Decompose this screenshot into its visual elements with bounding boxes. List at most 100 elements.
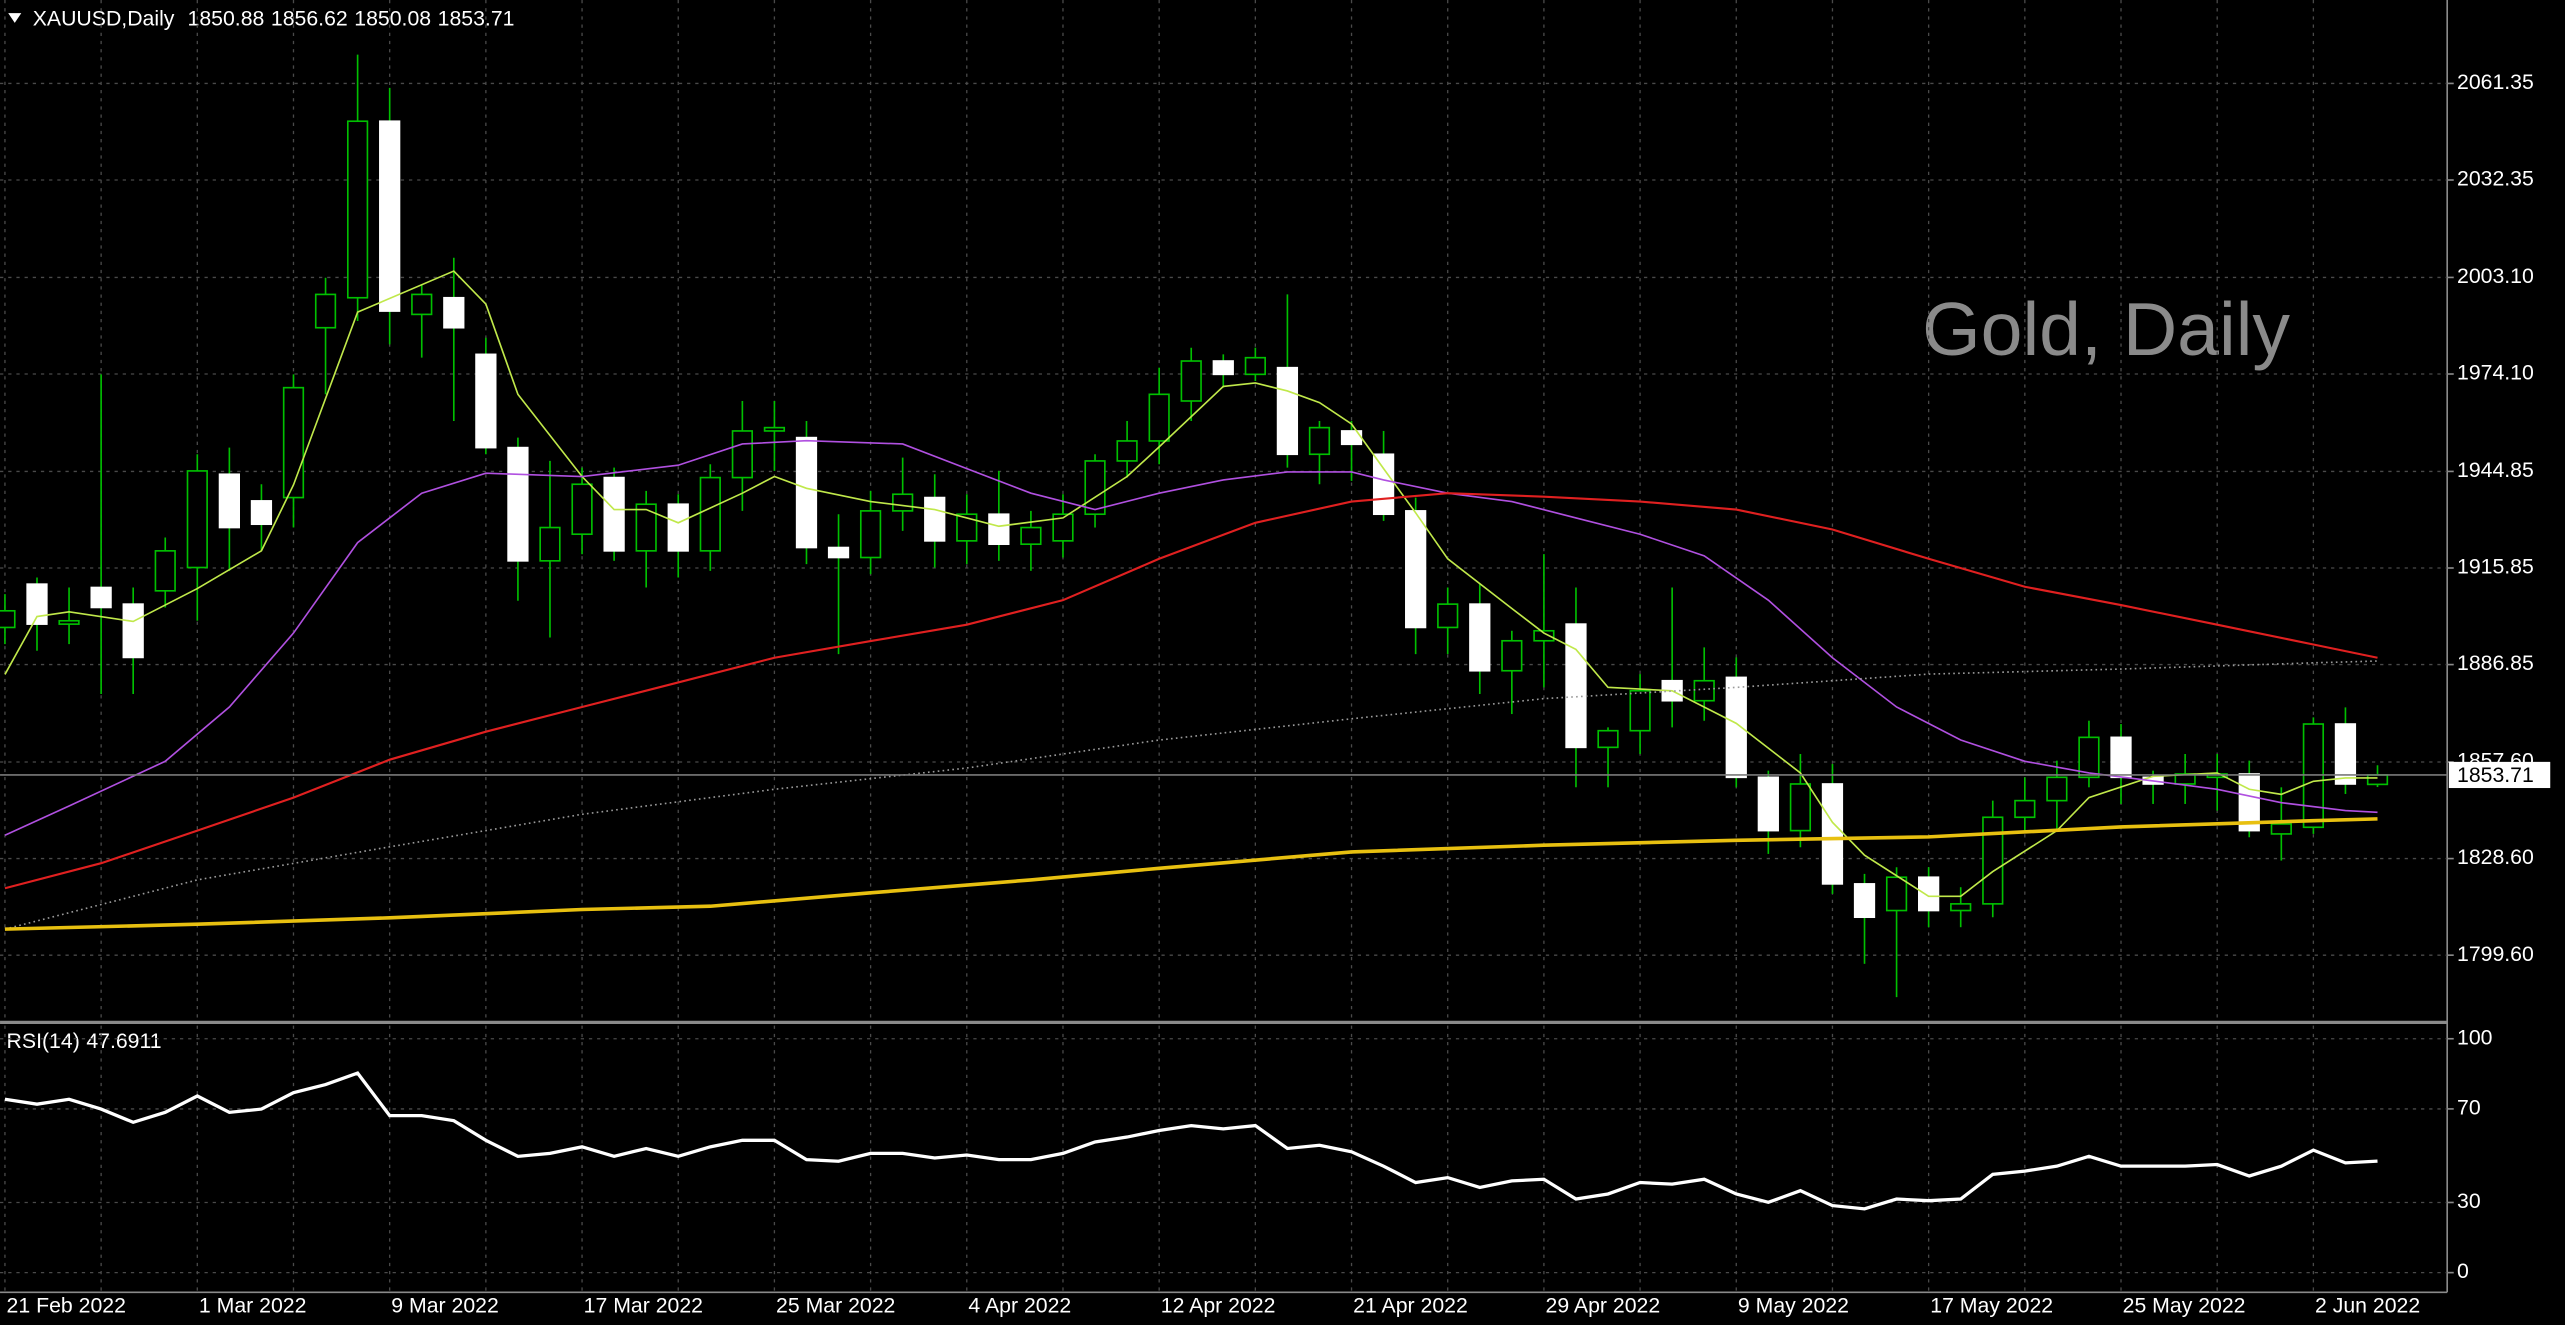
bull-body: [2046, 776, 2068, 802]
bear-body: [1405, 510, 1427, 629]
bear-body: [988, 513, 1010, 546]
current-price-box: [2448, 761, 2551, 789]
bull-body: [892, 493, 914, 512]
x-tick-label: 1 Mar 2022: [199, 1294, 306, 1318]
bear-body: [2110, 736, 2132, 779]
rsi-line: [4, 1071, 2378, 1211]
bull-body: [186, 470, 208, 569]
bear-body: [122, 603, 144, 659]
high-value: 1856.62: [271, 6, 348, 30]
bear-body: [1853, 883, 1876, 919]
bull-body: [635, 503, 657, 552]
bull-body: [1501, 639, 1523, 672]
y-tick-label: 2061.35: [2457, 70, 2534, 94]
y-tick-label: 1944.85: [2457, 458, 2534, 482]
bull-body: [314, 293, 337, 329]
collapse-arrow[interactable]: [8, 13, 22, 23]
moving-average: [4, 270, 2378, 898]
bear-body: [507, 446, 529, 562]
bear-body: [218, 473, 241, 529]
bull-body: [1308, 426, 1331, 456]
bull-body: [859, 510, 882, 559]
bull-body: [1789, 783, 1812, 832]
bull-body: [0, 609, 16, 629]
y-tick-label: 30: [2457, 1189, 2481, 1213]
y-tick-label: 0: [2457, 1259, 2469, 1283]
moving-average: [4, 439, 2378, 836]
open-value: 1850.88: [188, 6, 265, 30]
bull-body: [154, 550, 176, 592]
x-tick-label: 17 May 2022: [1930, 1294, 2053, 1318]
moving-average: [4, 492, 2378, 890]
bull-body: [699, 476, 721, 552]
bull-body: [411, 293, 433, 316]
x-tick-label: 9 Mar 2022: [391, 1294, 499, 1318]
bull-body: [1693, 679, 1715, 702]
bull-body: [731, 430, 753, 479]
bear-body: [1565, 623, 1587, 749]
bear-body: [1918, 876, 1940, 912]
bear-body: [1725, 676, 1747, 779]
x-tick-label: 17 Mar 2022: [584, 1294, 703, 1318]
y-tick-label: 2003.10: [2457, 264, 2534, 288]
bear-body: [667, 503, 689, 552]
bull-body: [539, 526, 561, 562]
y-tick-label: 70: [2457, 1096, 2481, 1120]
bear-body: [1212, 360, 1234, 376]
y-tick-label: 1828.60: [2457, 845, 2534, 869]
moving-average: [4, 817, 2378, 931]
bull-body: [2366, 774, 2389, 786]
x-tick-label: 9 May 2022: [1738, 1294, 1849, 1318]
bull-body: [1116, 440, 1138, 462]
bear-body: [1276, 366, 1299, 456]
bull-body: [1982, 816, 2004, 905]
x-tick-label: 21 Apr 2022: [1353, 1294, 1468, 1318]
bull-body: [282, 386, 305, 499]
current-price-label: 1853.71: [2457, 763, 2534, 787]
y-tick-label: 100: [2457, 1025, 2492, 1049]
rsi-title: RSI(14): [7, 1029, 80, 1053]
bear-body: [2334, 723, 2357, 785]
bear-body: [827, 546, 850, 559]
bear-body: [1821, 783, 1844, 885]
bear-body: [603, 476, 625, 552]
bear-body: [26, 583, 48, 625]
bear-body: [90, 586, 112, 609]
bear-body: [1372, 453, 1395, 516]
bull-body: [1885, 876, 1908, 912]
header: XAUUSD,Daily 1850.88 1856.62 1850.08 1853.71: [33, 6, 515, 30]
low-value: 1850.08: [354, 6, 431, 30]
y-tick-label: 1915.85: [2457, 555, 2534, 579]
close-value: 1853.71: [438, 6, 515, 30]
bear-body: [795, 436, 818, 549]
x-tick-label: 25 Mar 2022: [776, 1294, 895, 1318]
bull-body: [1629, 689, 1651, 732]
bull-body: [1180, 360, 1202, 402]
bear-body: [379, 120, 401, 312]
bull-body: [1052, 513, 1074, 542]
bull-body: [1148, 393, 1170, 442]
rsi-header: RSI(14) 47.6911: [7, 1029, 162, 1053]
symbol: XAUUSD,Daily: [33, 6, 175, 30]
rsi-value: 47.6911: [86, 1029, 161, 1053]
bull-body: [763, 426, 786, 432]
bull-body: [2078, 736, 2100, 779]
bull-body: [1244, 356, 1266, 376]
bull-body: [1950, 903, 1972, 912]
bull-body: [58, 619, 80, 625]
bull-body: [2270, 823, 2292, 835]
x-tick-label: 2 Jun 2022: [2315, 1294, 2420, 1318]
bear-body: [475, 353, 497, 449]
bull-body: [1020, 526, 1042, 546]
x-tick-label: 12 Apr 2022: [1161, 1294, 1276, 1318]
bear-body: [924, 496, 946, 542]
bear-body: [1757, 776, 1779, 832]
y-tick-label: 1974.10: [2457, 361, 2534, 385]
watermark: Gold, Daily: [1922, 287, 2290, 371]
bear-body: [2238, 773, 2260, 832]
bull-body: [571, 483, 593, 536]
bear-body: [1469, 603, 1491, 672]
